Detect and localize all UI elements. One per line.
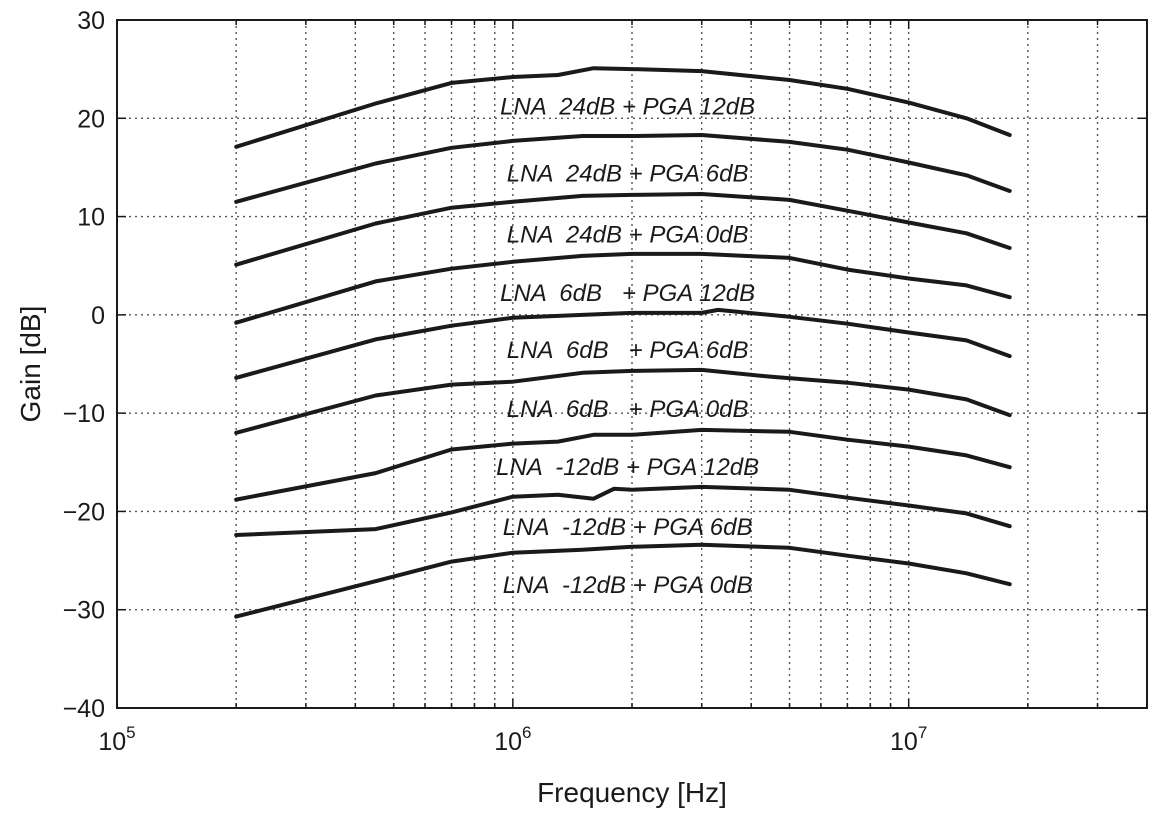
- y-tick-label: 30: [77, 7, 105, 35]
- x-tick-label: 106: [494, 723, 531, 756]
- y-tick-label: 20: [77, 105, 105, 133]
- curve-label: LNA 6dB + PGA 12dB: [500, 280, 755, 307]
- series-line: [234, 484, 1012, 537]
- curve-label: LNA -12dB + PGA 12dB: [496, 454, 759, 481]
- x-tick-label: 107: [890, 723, 927, 756]
- series-lines: [234, 66, 1012, 619]
- y-axis-label: Gain [dB]: [15, 306, 46, 423]
- y-tick-label: 10: [77, 204, 105, 232]
- curve-label: LNA 24dB + PGA 12dB: [500, 93, 755, 120]
- series-line: [234, 133, 1012, 204]
- curve-label: LNA 6dB + PGA 6dB: [507, 337, 749, 364]
- y-tick-labels: 30 20 10 0 −10 −20 −30 −40: [63, 7, 105, 723]
- y-tick-label: −40: [63, 695, 105, 723]
- curve-label: LNA 6dB + PGA 0dB: [507, 396, 749, 423]
- series-line: [234, 66, 1012, 149]
- grid: [117, 20, 1147, 708]
- y-tick-label: 0: [91, 302, 105, 330]
- tick-marks: [116, 19, 1148, 709]
- series-line: [234, 427, 1012, 502]
- x-tick-label: 105: [98, 723, 135, 756]
- curve-labels: LNA 24dB + PGA 12dB LNA 24dB + PGA 6dB LNA…: [496, 93, 759, 599]
- x-axis-label: Frequency [Hz]: [537, 777, 727, 808]
- curve-label: LNA 24dB + PGA 0dB: [507, 221, 749, 248]
- series-line: [234, 367, 1012, 435]
- curve-label: LNA 24dB + PGA 6dB: [507, 160, 749, 187]
- series-line: [234, 251, 1012, 325]
- series-line: [234, 192, 1012, 267]
- series-line: [234, 307, 1012, 380]
- series-line: [234, 542, 1012, 619]
- curve-label: LNA -12dB + PGA 0dB: [503, 572, 753, 599]
- x-tick-labels: 105 106 107: [98, 723, 927, 756]
- y-tick-label: −20: [63, 498, 105, 526]
- y-tick-label: −30: [63, 597, 105, 625]
- y-tick-label: −10: [63, 400, 105, 428]
- curve-label: LNA -12dB + PGA 6dB: [503, 514, 753, 541]
